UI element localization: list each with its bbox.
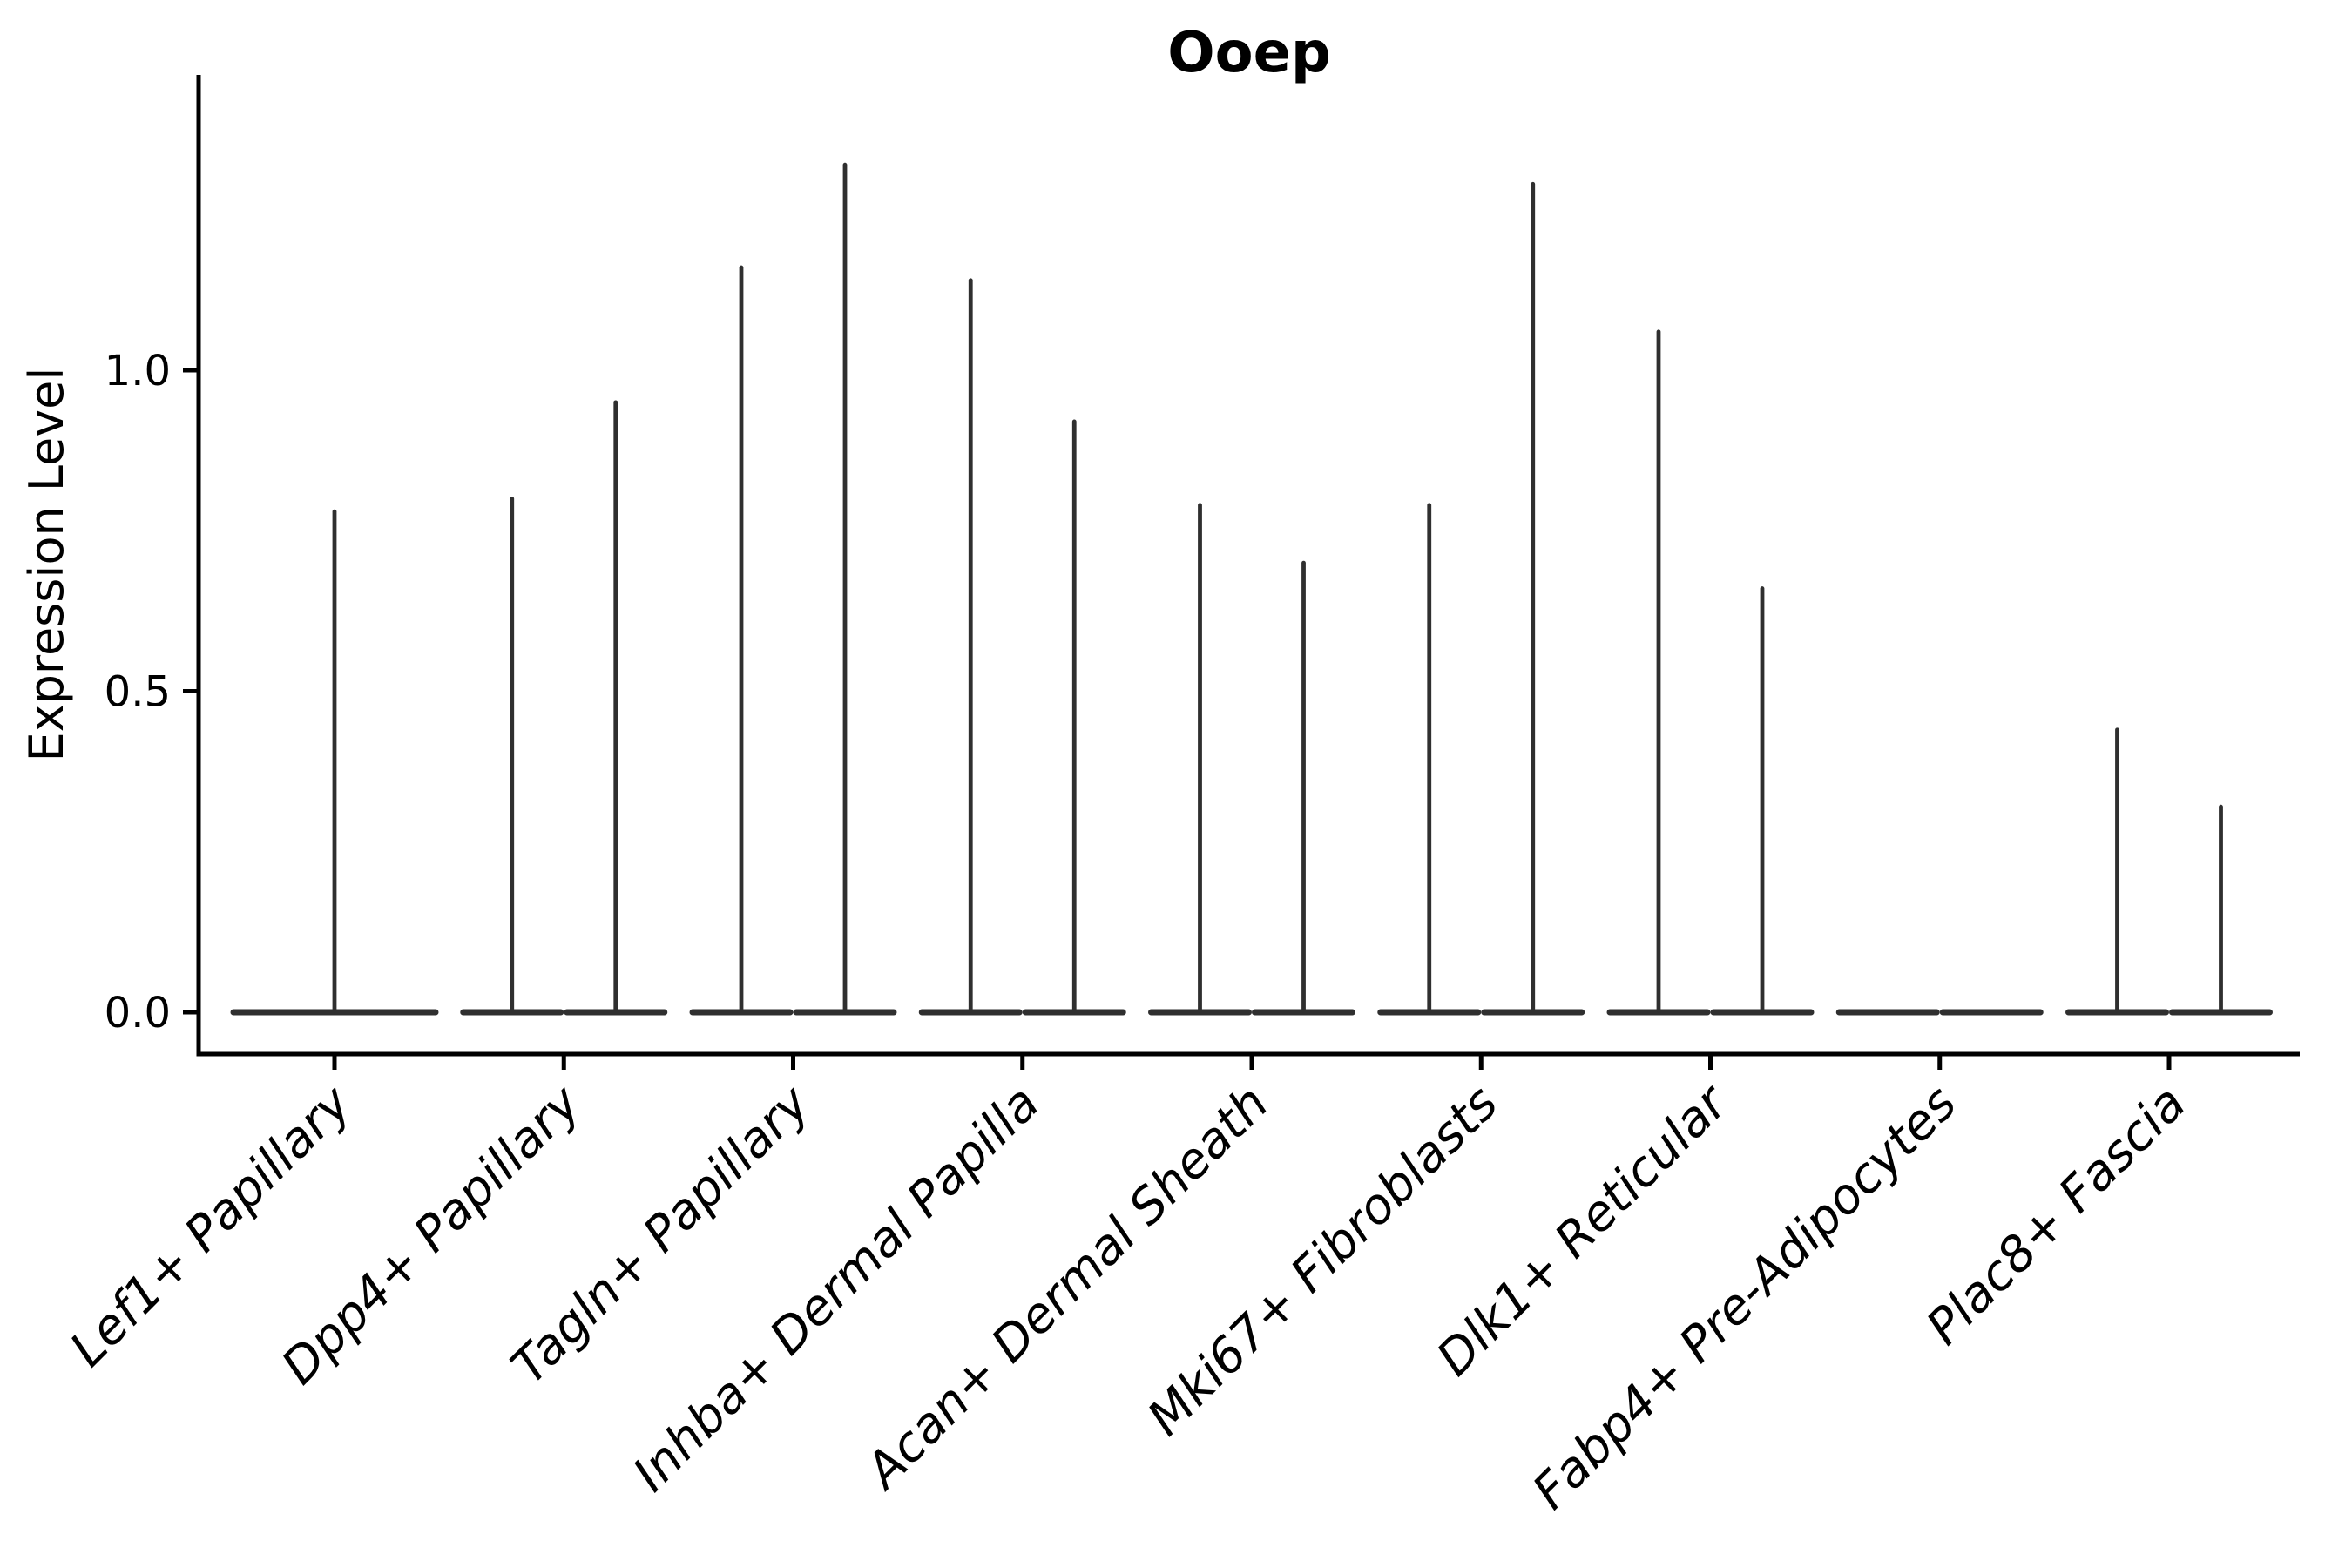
axes xyxy=(196,75,2300,1057)
y-tick-group: 0.0 0.5 1.0 xyxy=(105,347,199,1037)
y-tick-label: 0.5 xyxy=(105,668,171,717)
y-tick-label: 0.0 xyxy=(105,989,171,1037)
violins-group xyxy=(230,162,2273,1016)
axis-spines xyxy=(196,75,2300,1057)
x-category-label: Acan+ Dermal Sheath xyxy=(854,1075,1280,1501)
x-category-label: Inhba+ Dermal Papilla xyxy=(623,1075,1051,1503)
x-category-label: Fabp4+ Pre-Adipocytes xyxy=(1522,1075,1967,1520)
y-axis-label: Expression Level xyxy=(19,368,74,762)
chart-title: Ooep xyxy=(1167,21,1331,85)
y-tick-label: 1.0 xyxy=(105,347,171,395)
